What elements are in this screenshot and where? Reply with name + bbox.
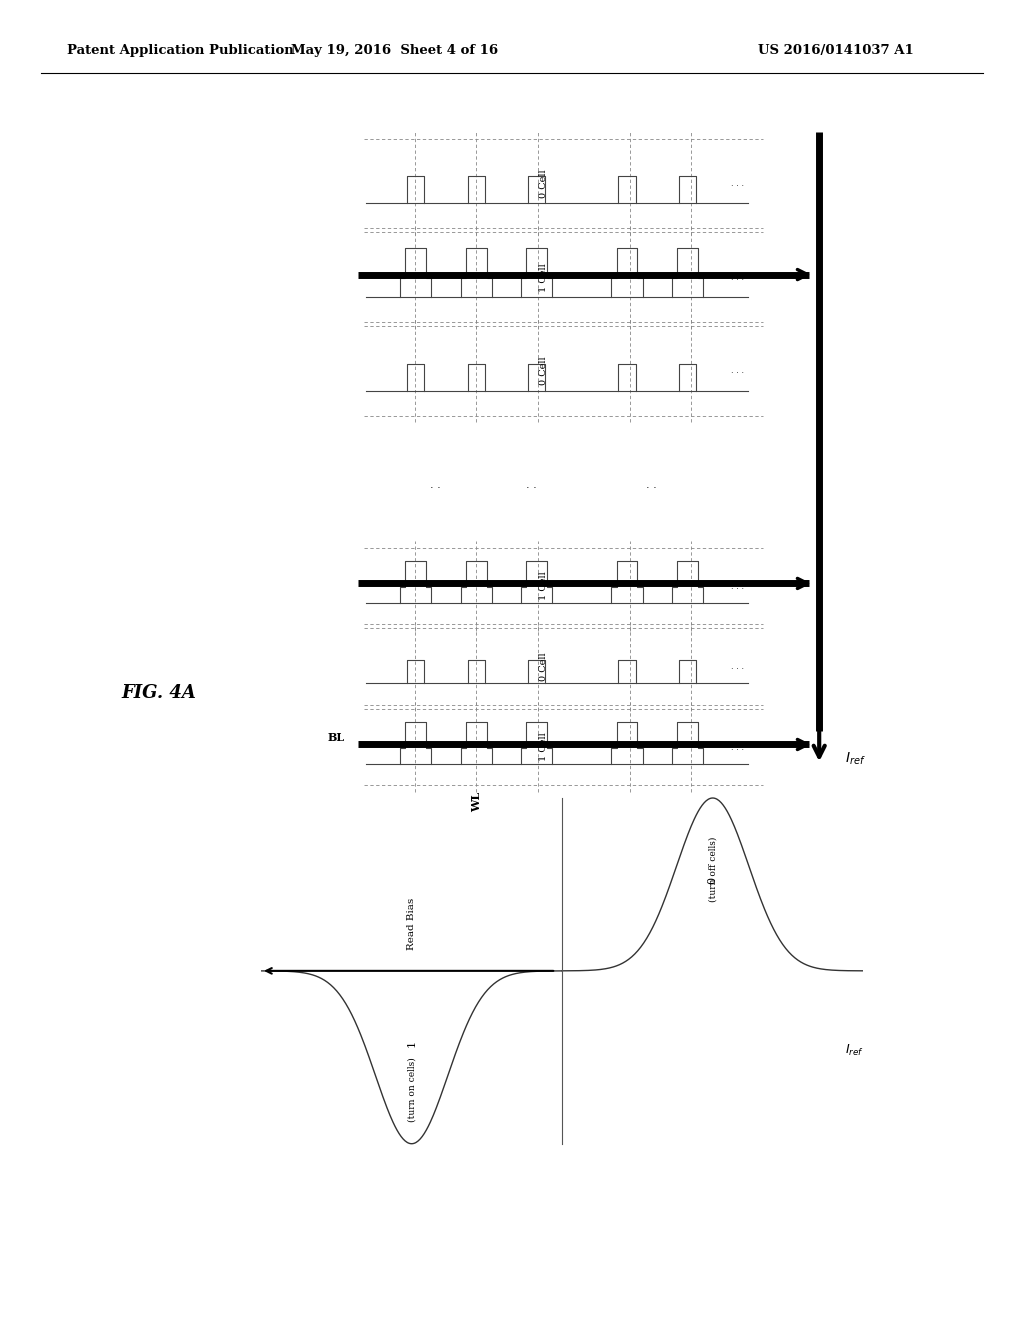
Text: US 2016/0141037 A1: US 2016/0141037 A1 [758, 44, 913, 57]
Text: . . .: . . . [731, 663, 743, 671]
Text: (turn on cells): (turn on cells) [408, 1057, 416, 1122]
Text: 0 Cell: 0 Cell [539, 169, 548, 198]
Text: . . .: . . . [731, 367, 743, 375]
Text: BL: BL [328, 733, 345, 743]
Text: Patent Application Publication: Patent Application Publication [67, 44, 293, 57]
Text: 1 Cell: 1 Cell [539, 572, 548, 601]
Text: May 19, 2016  Sheet 4 of 16: May 19, 2016 Sheet 4 of 16 [291, 44, 498, 57]
Text: 1 Cell: 1 Cell [539, 733, 548, 762]
Text: FIG. 4A: FIG. 4A [121, 684, 197, 702]
Text: 0 Cell: 0 Cell [539, 652, 548, 681]
Text: WL: WL [471, 792, 481, 812]
Text: . . .: . . . [731, 273, 743, 281]
Text: 0: 0 [708, 878, 718, 884]
Text: 0 Cell: 0 Cell [539, 356, 548, 385]
Text: . .: . . [430, 480, 440, 490]
Text: 1: 1 [407, 1040, 417, 1047]
Text: (turn off cells): (turn off cells) [709, 837, 717, 902]
Text: . .: . . [526, 480, 537, 490]
Text: . . .: . . . [731, 180, 743, 187]
Text: Read Bias: Read Bias [408, 898, 416, 950]
Text: 1 Cell: 1 Cell [539, 263, 548, 292]
Text: . .: . . [646, 480, 656, 490]
Text: $I_{ref}$: $I_{ref}$ [845, 1043, 863, 1059]
Text: . . .: . . . [731, 582, 743, 590]
Text: $I_{ref}$: $I_{ref}$ [845, 750, 865, 767]
Text: . . .: . . . [731, 743, 743, 751]
